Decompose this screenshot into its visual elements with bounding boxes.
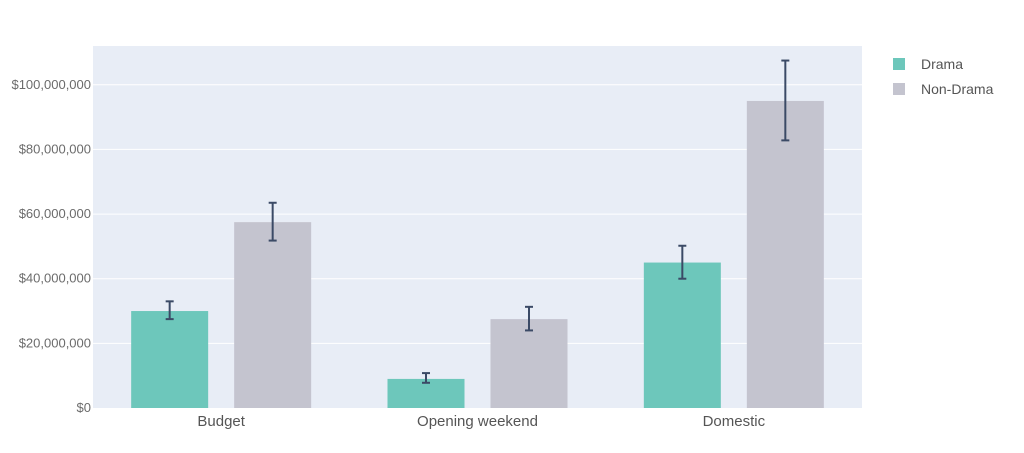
x-tick-label: Domestic bbox=[703, 413, 766, 430]
bar-non-drama-budget[interactable] bbox=[234, 222, 312, 408]
legend-swatch-drama[interactable] bbox=[893, 58, 905, 70]
plot-background bbox=[93, 46, 862, 408]
legend-label-drama[interactable]: Drama bbox=[921, 56, 963, 72]
y-tick-label: $60,000,000 bbox=[19, 206, 91, 221]
y-tick-label: $80,000,000 bbox=[19, 141, 91, 156]
y-tick-label: $100,000,000 bbox=[11, 77, 91, 92]
bar-non-drama-opening-weekend[interactable] bbox=[490, 319, 568, 408]
legend-label-non-drama[interactable]: Non-Drama bbox=[921, 81, 994, 97]
y-tick-label: $0 bbox=[77, 400, 91, 415]
y-tick-label: $20,000,000 bbox=[19, 335, 91, 350]
bar-non-drama-domestic[interactable] bbox=[746, 100, 824, 409]
bar-drama-budget[interactable] bbox=[131, 311, 209, 408]
y-tick-label: $40,000,000 bbox=[19, 271, 91, 286]
legend-swatch-non-drama[interactable] bbox=[893, 83, 905, 95]
x-tick-label: Opening weekend bbox=[417, 413, 538, 430]
x-tick-label: Budget bbox=[197, 413, 245, 430]
bar-drama-domestic[interactable] bbox=[643, 262, 721, 408]
